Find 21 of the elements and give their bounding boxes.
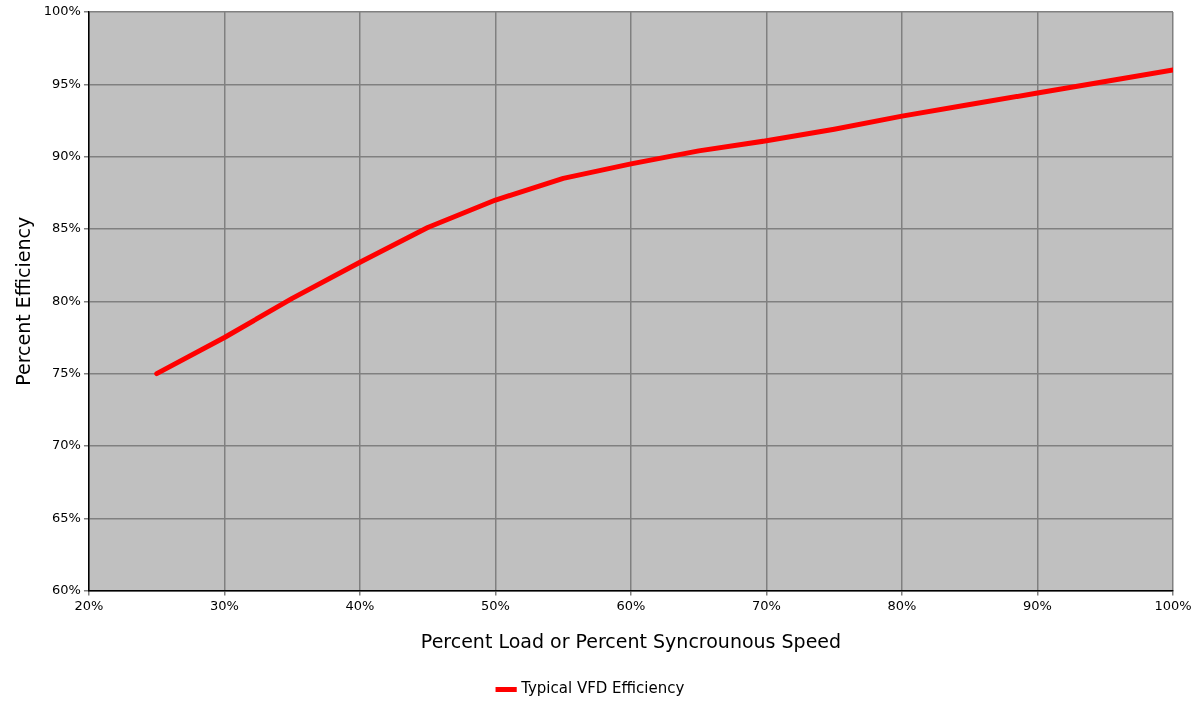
x-tick-label: 70% (752, 597, 781, 613)
x-tick-label: 40% (345, 597, 375, 613)
legend-label: Typical VFD Efficiency (520, 679, 685, 698)
x-tick-label: 60% (616, 597, 646, 613)
x-tick-label: 30% (210, 597, 239, 613)
y-tick-label: 70% (52, 437, 81, 453)
y-tick-label: 95% (52, 75, 81, 91)
x-tick-label: 80% (887, 597, 917, 613)
y-tick-label: 75% (52, 365, 81, 380)
x-tick-label: 100% (1154, 597, 1192, 613)
x-tick-label: 90% (1023, 597, 1052, 613)
x-tick-label: 50% (481, 597, 510, 613)
y-tick-label: 80% (52, 292, 81, 308)
y-tick-label: 65% (52, 509, 81, 525)
x-axis-title: Percent Load or Percent Syncrounous Speed (420, 629, 842, 652)
y-axis-title: Percent Efficiency (12, 216, 35, 386)
y-tick-label: 100% (43, 3, 81, 19)
y-tick-label: 85% (52, 220, 81, 236)
y-tick-label: 90% (52, 148, 81, 164)
y-tick-label: 60% (52, 581, 81, 597)
x-tick-label: 20% (74, 597, 104, 613)
